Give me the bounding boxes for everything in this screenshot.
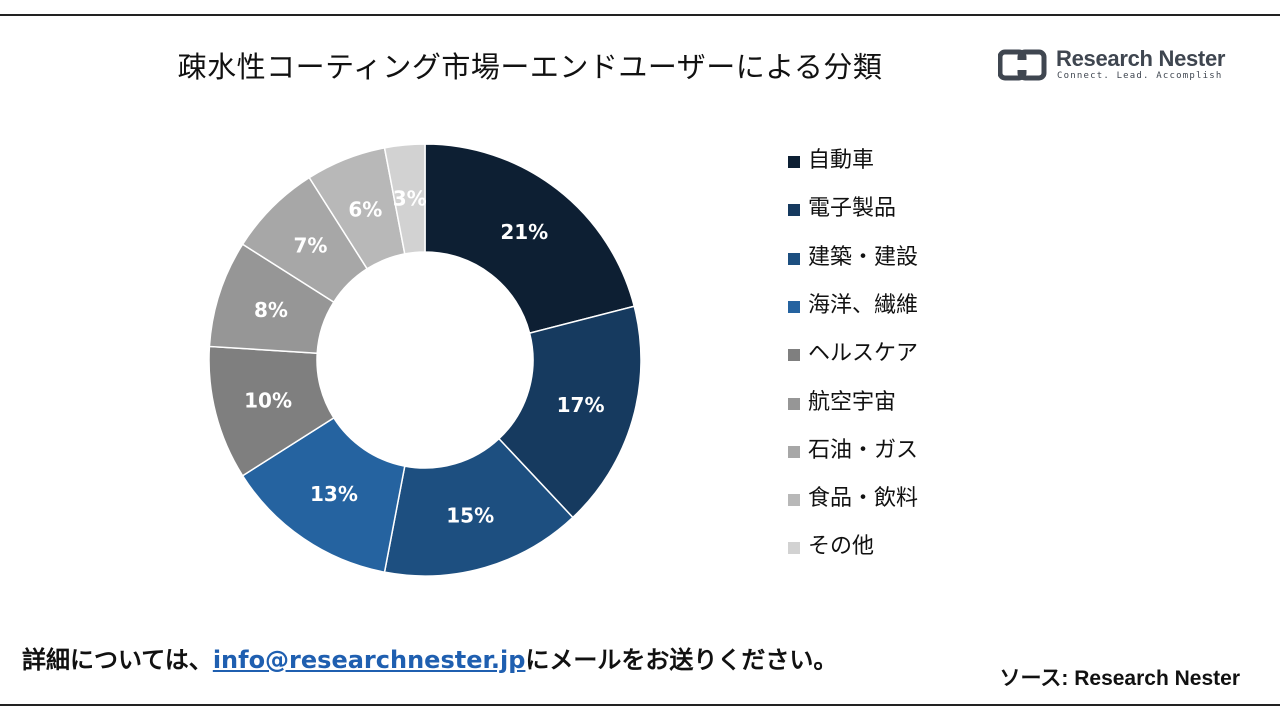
slice-label-7: 7% xyxy=(293,233,327,257)
legend-label: 海洋、繊維 xyxy=(808,292,919,318)
legend-swatch xyxy=(788,397,800,410)
legend-swatch xyxy=(788,542,800,555)
brand-logo: Research Nester Connect. Lead. Accomplis… xyxy=(998,46,1228,86)
slice-label-4: 13% xyxy=(310,482,358,506)
chart-title: 疎水性コーティング市場ーエンドユーザーによる分類 xyxy=(177,50,883,84)
legend-swatch xyxy=(788,252,800,265)
legend-label: 石油・ガス xyxy=(808,437,919,463)
legend-label: その他 xyxy=(808,534,875,560)
legend-label: 電子製品 xyxy=(808,196,897,222)
contact-email-link[interactable]: info@researchnester.jp xyxy=(212,646,526,674)
donut-slice-labels: 21% 17% 15% 13% 10% 8% 7% 6% 3% xyxy=(244,187,604,528)
bottom-rule xyxy=(0,704,1280,706)
legend-swatch xyxy=(788,156,800,168)
slice-2 xyxy=(497,305,642,519)
donut-slices xyxy=(208,143,642,577)
slice-label-5: 10% xyxy=(244,388,292,412)
slice-label-2: 17% xyxy=(557,393,605,417)
slice-label-1: 21% xyxy=(500,220,548,244)
contact-note: 詳細については、info@researchnester.jpにメールをお送りくだ… xyxy=(22,640,837,675)
slice-label-3: 15% xyxy=(446,504,494,528)
legend-swatch xyxy=(788,349,800,362)
legend-swatch xyxy=(788,494,800,507)
slice-1 xyxy=(424,143,636,335)
slice-label-9: 3% xyxy=(393,187,427,211)
legend-label: 航空宇宙 xyxy=(808,389,897,415)
brand-tagline: Connect. Lead. Accomplish xyxy=(1057,71,1223,81)
slice-label-8: 6% xyxy=(348,197,382,221)
contact-prefix: 詳細については、 xyxy=(22,646,213,674)
brand-name: Research Nester xyxy=(1056,46,1226,71)
contact-suffix: にメールをお送りください。 xyxy=(525,646,838,674)
legend-label: 食品・飲料 xyxy=(808,486,919,512)
research-nester-logo-icon xyxy=(998,49,1047,81)
slice-3 xyxy=(383,437,574,577)
source-credit: ソース: Research Nester xyxy=(999,667,1240,690)
legend-swatch xyxy=(788,300,800,313)
legend-label: ヘルスケア xyxy=(808,341,919,367)
slice-9 xyxy=(383,143,426,255)
legend-label: 建築・建設 xyxy=(808,244,919,270)
top-rule xyxy=(0,14,1280,16)
legend-swatch xyxy=(788,445,800,458)
legend-swatch xyxy=(788,204,800,217)
slice-label-6: 8% xyxy=(254,298,288,322)
legend-label: 自動車 xyxy=(808,148,875,173)
donut-chart: 21% 17% 15% 13% 10% 8% 7% 6% 3% xyxy=(208,143,642,577)
